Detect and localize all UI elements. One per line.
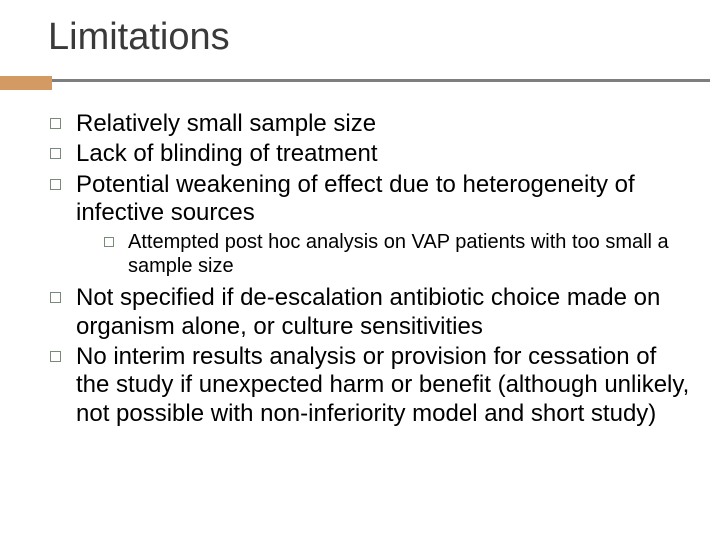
divider-line (52, 79, 710, 82)
list-item: Lack of blinding of treatment (48, 140, 690, 168)
list-item-text: Lack of blinding of treatment (76, 140, 378, 167)
title-divider (0, 76, 720, 90)
list-item: Not specified if de-escalation antibioti… (48, 284, 690, 341)
list-item-text: Potential weakening of effect due to het… (76, 171, 635, 226)
slide-title: Limitations (48, 16, 230, 59)
list-item-text: No interim results analysis or provision… (76, 343, 689, 427)
accent-block (0, 76, 52, 90)
slide: Limitations Relatively small sample size… (0, 0, 720, 540)
bullet-list: Relatively small sample size Lack of blin… (48, 110, 690, 428)
content-area: Relatively small sample size Lack of blin… (48, 110, 690, 430)
list-item-text: Relatively small sample size (76, 110, 376, 137)
sub-list-item: Attempted post hoc analysis on VAP patie… (104, 231, 690, 278)
sub-list-item-text: Attempted post hoc analysis on VAP patie… (128, 231, 669, 277)
sub-bullet-list: Attempted post hoc analysis on VAP patie… (76, 231, 690, 278)
list-item: No interim results analysis or provision… (48, 343, 690, 428)
list-item: Potential weakening of effect due to het… (48, 171, 690, 279)
list-item: Relatively small sample size (48, 110, 690, 138)
list-item-text: Not specified if de-escalation antibioti… (76, 284, 660, 339)
